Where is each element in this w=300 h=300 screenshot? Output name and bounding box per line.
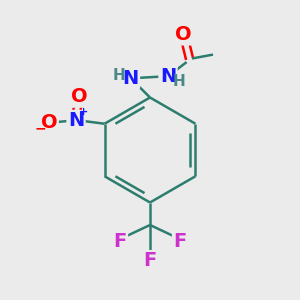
Text: F: F	[113, 232, 127, 251]
Text: F: F	[173, 232, 187, 251]
Text: O: O	[41, 113, 57, 132]
Text: O: O	[71, 87, 87, 106]
Text: −: −	[35, 122, 46, 136]
Text: F: F	[143, 251, 157, 271]
Text: H: H	[113, 68, 125, 82]
Text: O: O	[175, 25, 192, 44]
Text: N: N	[122, 68, 139, 88]
Text: N: N	[160, 67, 176, 86]
Text: N: N	[68, 111, 84, 130]
Text: +: +	[79, 107, 88, 117]
Text: H: H	[173, 74, 186, 88]
